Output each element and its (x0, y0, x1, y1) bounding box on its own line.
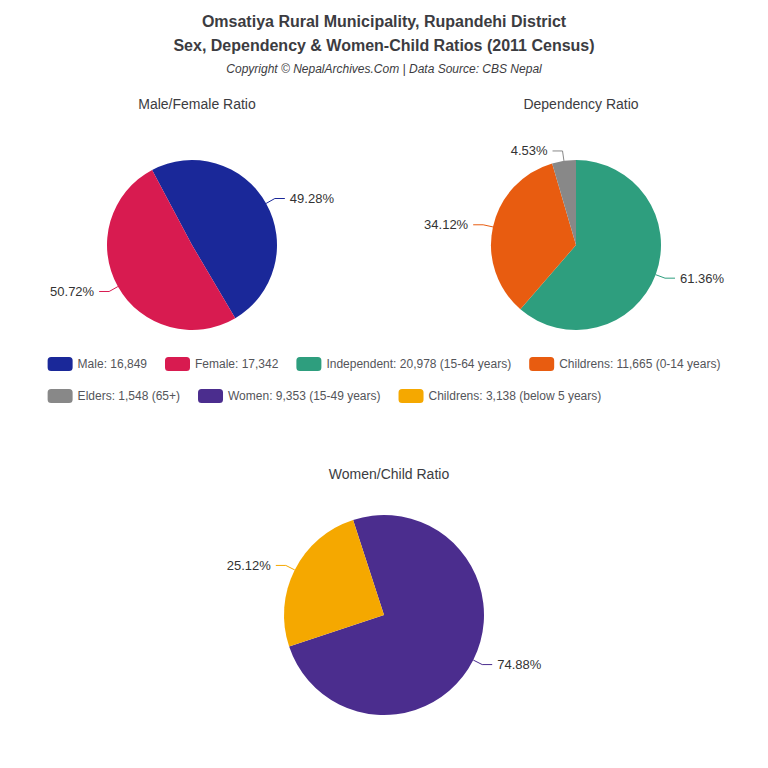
svg-text:Childrens: 3,138 (below 5 year: Childrens: 3,138 (below 5 years) (429, 389, 602, 403)
svg-text:61.36%: 61.36% (680, 271, 725, 286)
svg-text:Women: 9,353 (15-49 years): Women: 9,353 (15-49 years) (228, 389, 381, 403)
svg-text:25.12%: 25.12% (227, 558, 272, 573)
svg-text:Male/Female Ratio: Male/Female Ratio (138, 96, 256, 112)
svg-text:Independent: 20,978 (15-64 yea: Independent: 20,978 (15-64 years) (326, 357, 511, 371)
svg-text:Copyright © NepalArchives.Com: Copyright © NepalArchives.Com | Data Sou… (226, 62, 542, 76)
svg-text:Childrens: 11,665 (0-14 years): Childrens: 11,665 (0-14 years) (559, 357, 720, 371)
svg-text:50.72%: 50.72% (50, 284, 95, 299)
svg-text:Male: 16,849: Male: 16,849 (78, 357, 148, 371)
svg-text:Dependency Ratio: Dependency Ratio (523, 96, 638, 112)
svg-text:4.53%: 4.53% (511, 143, 548, 158)
svg-text:Sex, Dependency & Women-Child: Sex, Dependency & Women-Child Ratios (20… (173, 37, 594, 54)
svg-text:34.12%: 34.12% (424, 217, 469, 232)
svg-text:Women/Child Ratio: Women/Child Ratio (329, 466, 450, 482)
svg-text:74.88%: 74.88% (497, 657, 542, 672)
svg-text:Female: 17,342: Female: 17,342 (195, 357, 279, 371)
svg-text:Elders: 1,548 (65+): Elders: 1,548 (65+) (78, 389, 180, 403)
svg-text:Omsatiya Rural Municipality, R: Omsatiya Rural Municipality, Rupandehi D… (202, 13, 567, 30)
svg-text:49.28%: 49.28% (290, 191, 335, 206)
